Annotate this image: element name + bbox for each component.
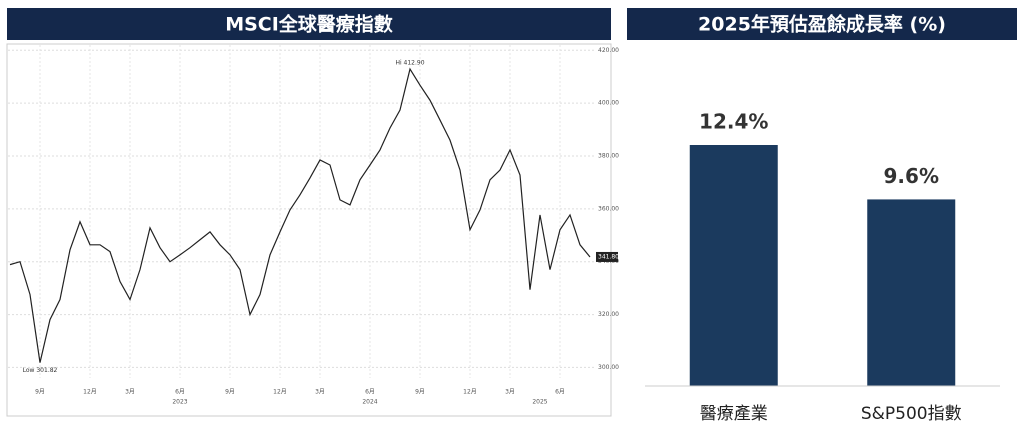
y-tick-label: 420.00 bbox=[598, 47, 619, 54]
chart-title: MSCI全球醫療指數 bbox=[225, 13, 393, 36]
y-tick-label: 360.00 bbox=[598, 205, 619, 212]
x-tick-label: 3月 bbox=[505, 389, 515, 396]
x-tick-label: 6月 bbox=[365, 389, 375, 396]
x-tick-label: 9月 bbox=[225, 389, 235, 396]
x-year-label: 2025 bbox=[532, 399, 547, 406]
low-label: Low 301.82 bbox=[23, 367, 58, 374]
high-label: Hi 412.90 bbox=[395, 60, 424, 67]
x-tick-label: 9月 bbox=[415, 389, 425, 396]
x-year-label: 2024 bbox=[362, 399, 377, 406]
y-tick-label: 380.00 bbox=[598, 153, 619, 160]
chart-title: 2025年預估盈餘成長率 (%) bbox=[698, 13, 946, 36]
x-tick-label: 12月 bbox=[463, 389, 477, 396]
x-tick-label: S&P500指數 bbox=[861, 404, 962, 424]
price-line bbox=[9, 67, 591, 363]
plot-frame bbox=[6, 43, 612, 417]
x-year-label: 2023 bbox=[172, 399, 187, 406]
y-tick-label: 320.00 bbox=[598, 311, 619, 318]
x-tick-label: 3月 bbox=[315, 389, 325, 396]
last-value-box bbox=[596, 251, 618, 262]
value-label: 12.4% bbox=[699, 110, 768, 134]
title-bar bbox=[7, 8, 611, 40]
x-tick-label: 12月 bbox=[273, 389, 287, 396]
bar bbox=[689, 145, 778, 386]
y-tick-label: 400.00 bbox=[598, 100, 619, 107]
x-tick-label: 12月 bbox=[83, 389, 97, 396]
x-tick-label: 9月 bbox=[35, 389, 45, 396]
x-tick-label: 6月 bbox=[175, 389, 185, 396]
last-value-label: 341.80 bbox=[598, 253, 619, 260]
y-tick-label: 300.00 bbox=[598, 364, 619, 371]
title-bar bbox=[627, 8, 1017, 40]
x-tick-label: 3月 bbox=[125, 389, 135, 396]
value-label: 9.6% bbox=[884, 164, 939, 188]
x-tick-label: 醫療產業 bbox=[700, 404, 768, 424]
bar bbox=[867, 199, 956, 386]
x-tick-label: 6月 bbox=[555, 389, 565, 396]
